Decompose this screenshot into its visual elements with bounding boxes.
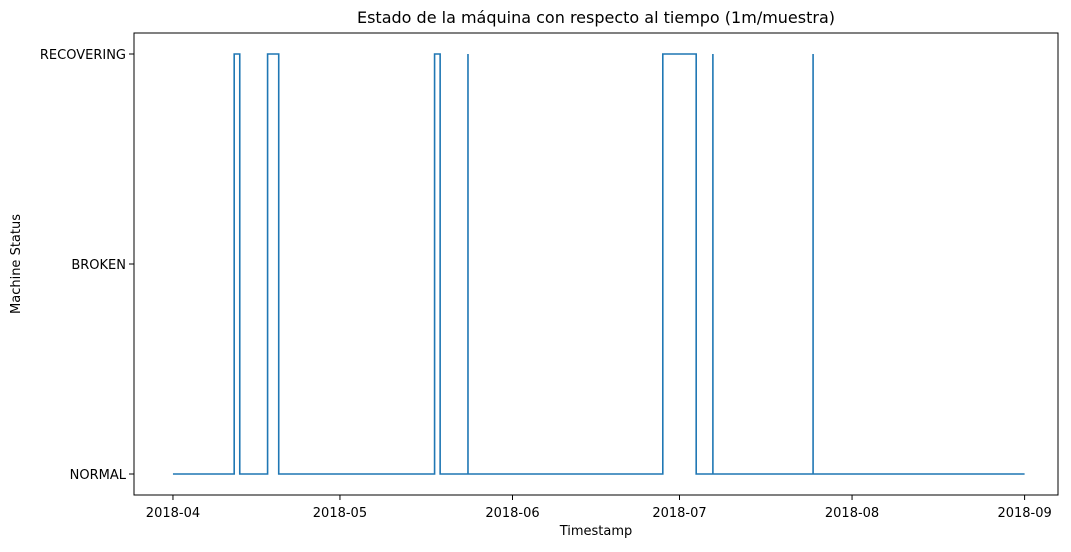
y-axis-label: Machine Status [9, 214, 24, 314]
y-axis: NORMAL BROKEN RECOVERING [40, 48, 134, 483]
y-tick-label-normal: NORMAL [70, 468, 127, 483]
x-tick-label-2018-09: 2018-09 [997, 506, 1051, 521]
x-axis: 2018-04 2018-05 2018-06 2018-07 2018-08 2018-… [146, 495, 1052, 521]
x-axis-label: Timestamp [559, 524, 633, 539]
y-tick-label-recovering: RECOVERING [40, 48, 126, 63]
x-tick-label-2018-07: 2018-07 [652, 506, 706, 521]
x-tick-label-2018-08: 2018-08 [825, 506, 879, 521]
x-tick-label-2018-04: 2018-04 [146, 506, 200, 521]
y-tick-label-broken: BROKEN [71, 258, 126, 273]
plot-area-frame [133, 32, 1059, 496]
series-layer [172, 53, 1025, 475]
chart-title: Estado de la máquina con respecto al tie… [357, 8, 835, 27]
x-tick-label-2018-06: 2018-06 [485, 506, 539, 521]
x-tick-label-2018-05: 2018-05 [313, 506, 367, 521]
series-line-0 [172, 53, 1025, 475]
